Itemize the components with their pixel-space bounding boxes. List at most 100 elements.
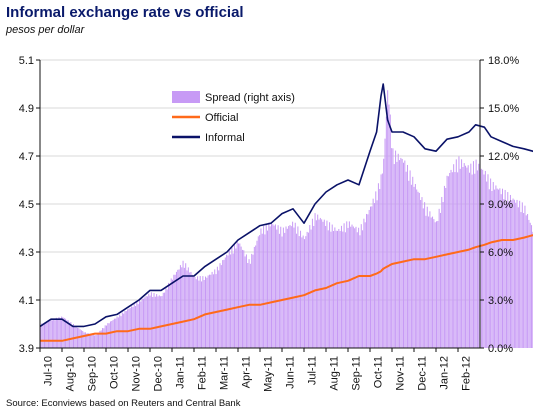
spread-bar — [373, 203, 375, 348]
spread-bar — [521, 202, 523, 348]
spread-bar — [49, 320, 51, 348]
spread-bar — [307, 232, 309, 348]
spread-bar — [202, 276, 204, 348]
spread-bar — [500, 194, 502, 348]
spread-bar — [476, 170, 478, 348]
spread-bar — [226, 254, 228, 348]
spread-bar — [520, 212, 522, 348]
spread-bar — [231, 246, 233, 348]
spread-bar — [471, 174, 473, 348]
spread-bar — [379, 189, 381, 348]
spread-bar — [461, 159, 463, 348]
spread-bar — [261, 233, 263, 348]
spread-bar — [117, 317, 119, 348]
spread-bar — [109, 321, 111, 348]
spread-bar — [400, 157, 402, 348]
spread-bar — [429, 211, 431, 348]
spread-bar — [66, 320, 68, 348]
spread-bar — [438, 208, 440, 348]
spread-bar — [306, 231, 308, 348]
spread-bar — [511, 200, 513, 348]
x-tick-label: Oct-10 — [109, 356, 121, 389]
x-tick-label: Mar-11 — [219, 356, 231, 390]
left-tick-label: 3.9 — [19, 343, 34, 355]
spread-bar — [145, 296, 147, 348]
spread-bar — [223, 259, 225, 348]
spread-bar — [302, 235, 304, 348]
spread-bar — [73, 324, 74, 348]
spread-bar — [404, 160, 406, 348]
spread-bar — [239, 243, 241, 348]
spread-bar — [96, 333, 98, 348]
spread-bar — [103, 328, 105, 348]
spread-bar — [154, 296, 156, 348]
spread-bar — [358, 227, 360, 348]
spread-bar — [65, 318, 67, 348]
spread-bar — [508, 201, 510, 348]
spread-bar — [289, 225, 291, 348]
spread-bar — [210, 274, 212, 348]
spread-bar — [342, 231, 344, 348]
spread-bar — [524, 205, 526, 348]
spread-bar — [421, 197, 423, 348]
spread-bar — [293, 227, 295, 348]
spread-bar — [496, 188, 498, 348]
spread-bar — [502, 188, 503, 348]
spread-bar — [124, 310, 126, 348]
spread-bar — [495, 185, 497, 348]
spread-bar — [292, 221, 294, 348]
x-tick-label: Nov-10 — [131, 356, 143, 391]
spread-bar — [113, 318, 115, 348]
spread-bar — [277, 225, 279, 348]
spread-bar — [153, 293, 155, 348]
spread-bar — [434, 222, 436, 348]
spread-bar — [397, 153, 399, 348]
spread-bar — [372, 198, 374, 348]
spread-bar — [428, 216, 430, 348]
spread-bar — [207, 275, 209, 348]
spread-bar — [216, 266, 218, 348]
spread-bar — [191, 274, 193, 348]
spread-bar — [129, 308, 131, 348]
spread-bar — [90, 333, 92, 348]
spread-bar — [483, 174, 485, 348]
spread-bar — [208, 274, 210, 348]
spread-bar — [158, 295, 160, 348]
chart-title: Informal exchange rate vs official — [6, 4, 244, 21]
spread-bar — [348, 221, 350, 348]
spread-bar — [436, 221, 437, 348]
spread-bar — [92, 334, 94, 348]
spread-bar — [161, 296, 163, 348]
right-tick-label: 12.0% — [488, 151, 519, 163]
spread-bar — [186, 270, 188, 348]
spread-bar — [198, 280, 200, 348]
spread-bar — [45, 322, 47, 348]
spread-bar — [504, 189, 506, 348]
spread-bar — [527, 214, 529, 348]
spread-bar — [189, 272, 191, 348]
spread-bar — [278, 233, 280, 348]
spread-bar — [50, 319, 52, 348]
spread-bar — [83, 332, 85, 348]
spread-bar — [62, 317, 64, 348]
left-tick-label: 4.1 — [19, 295, 34, 307]
spread-bar — [288, 226, 290, 348]
spread-bar — [187, 267, 189, 348]
spread-bar — [61, 316, 63, 348]
left-tick-label: 4.9 — [19, 103, 34, 115]
spread-bar — [273, 225, 275, 348]
spread-bar — [286, 228, 288, 348]
spread-bar — [405, 171, 407, 348]
spread-bar — [164, 292, 166, 348]
spread-bar — [465, 165, 467, 348]
spread-bar — [492, 182, 494, 348]
spread-bar — [356, 232, 358, 348]
spread-bar — [367, 214, 369, 348]
spread-bar — [408, 180, 410, 348]
spread-bar — [149, 295, 151, 348]
spread-bar — [512, 198, 514, 348]
spread-bar — [43, 322, 45, 348]
spread-bar — [304, 239, 305, 348]
spread-bar — [135, 306, 137, 348]
